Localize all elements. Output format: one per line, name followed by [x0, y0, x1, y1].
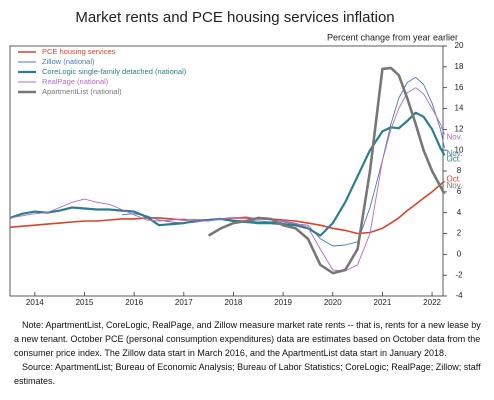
y-tick-label: 2	[457, 229, 462, 238]
x-tick-label: 2019	[274, 298, 292, 307]
y-tick-label: -2	[455, 270, 463, 279]
y-tick-label: 0	[457, 249, 462, 258]
notes: Note: ApartmentList, CoreLogic, RealPage…	[14, 318, 484, 388]
series-line	[9, 87, 445, 272]
end-label: Nov.	[446, 149, 462, 158]
y-tick-label: 14	[455, 104, 464, 113]
end-label: Nov.	[446, 181, 462, 190]
legend-label: Zillow (national)	[42, 57, 95, 66]
legend-label: RealPage (national)	[42, 77, 109, 86]
series-line	[207, 66, 446, 275]
end-label: Oct.	[446, 175, 461, 184]
y-tick-label: 6	[457, 187, 462, 196]
y-tick-label: 4	[457, 208, 462, 217]
legend-label: PCE housing services	[42, 47, 116, 56]
note: Note: ApartmentList, CoreLogic, RealPage…	[14, 320, 481, 358]
y-tick-label: 8	[457, 166, 462, 175]
end-label: Nov.	[446, 133, 462, 142]
x-tick-label: 2016	[125, 298, 143, 307]
y-tick-label: 16	[455, 83, 464, 92]
y-tick-label: -4	[455, 291, 463, 300]
y-tick-label: 18	[455, 62, 464, 71]
chart: Market rents and PCE housing services in…	[9, 9, 464, 307]
x-tick-label: 2022	[423, 298, 441, 307]
series-line	[9, 180, 445, 235]
legend-label: CoreLogic single-family detached (nation…	[42, 67, 187, 76]
x-tick-label: 2014	[26, 298, 44, 307]
chart-title: Market rents and PCE housing services in…	[75, 9, 394, 26]
x-tick-label: 2021	[374, 298, 392, 307]
subtitle: Percent change from year earlier	[327, 32, 458, 42]
source: Source: ApartmentList; Bureau of Economi…	[14, 362, 481, 386]
x-tick-label: 2020	[324, 298, 342, 307]
x-tick-label: 2015	[76, 298, 94, 307]
x-tick-label: 2018	[225, 298, 243, 307]
y-tick-label: 20	[455, 41, 464, 50]
end-label: Oct.	[446, 154, 461, 163]
y-tick-label: 10	[455, 145, 464, 154]
legend-label: ApartmentList (national)	[42, 87, 122, 96]
x-tick-label: 2017	[175, 298, 193, 307]
y-tick-label: 12	[455, 124, 464, 133]
series-line	[9, 111, 446, 237]
